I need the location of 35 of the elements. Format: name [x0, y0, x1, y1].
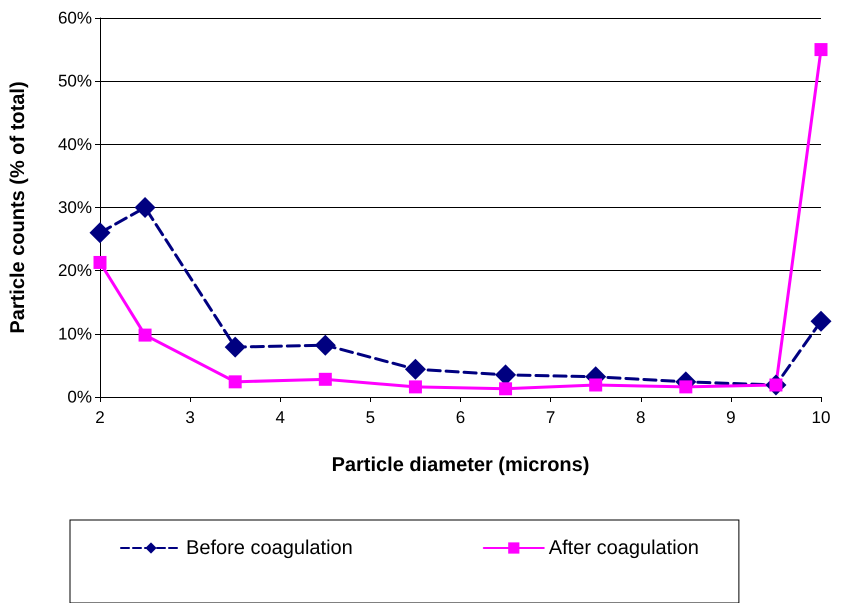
- y-tick-label: 40%: [58, 134, 92, 154]
- x-tick-label: 9: [726, 408, 736, 427]
- point: [499, 382, 512, 396]
- y-tick-label: 20%: [58, 261, 92, 280]
- point: [94, 256, 106, 269]
- legend-label: After coagulation: [548, 537, 699, 559]
- x-tick-label: 4: [276, 408, 285, 427]
- x-tick-label: 7: [546, 408, 556, 427]
- point: [314, 334, 336, 356]
- point: [228, 375, 242, 388]
- y-tick-label: 0%: [67, 388, 92, 406]
- legend-label: Before coagulation: [186, 537, 353, 559]
- x-tick-label: 3: [185, 408, 195, 427]
- x-tick-label: 2: [95, 408, 105, 427]
- y-tick-label: 50%: [58, 72, 92, 91]
- y-axis-title: Particle counts (% of total): [7, 81, 29, 334]
- point: [679, 380, 692, 394]
- x-tick-label: 6: [456, 408, 466, 427]
- point: [90, 222, 110, 244]
- point: [224, 336, 246, 358]
- x-axis-title: Particle diameter (microns): [332, 454, 590, 476]
- y-tick-label: 60%: [58, 8, 92, 28]
- point: [318, 372, 332, 386]
- x-tick-label: 10: [812, 408, 830, 427]
- y-tick-label: 10%: [58, 324, 92, 344]
- point: [810, 310, 832, 332]
- point: [138, 328, 152, 342]
- point: [404, 358, 426, 380]
- x-tick-label: 5: [366, 408, 376, 427]
- point: [408, 380, 422, 394]
- y-tick-label: 30%: [58, 198, 92, 217]
- point: [134, 197, 156, 218]
- point: [589, 378, 602, 392]
- x-tick-label: 8: [636, 408, 646, 427]
- point: [814, 43, 828, 56]
